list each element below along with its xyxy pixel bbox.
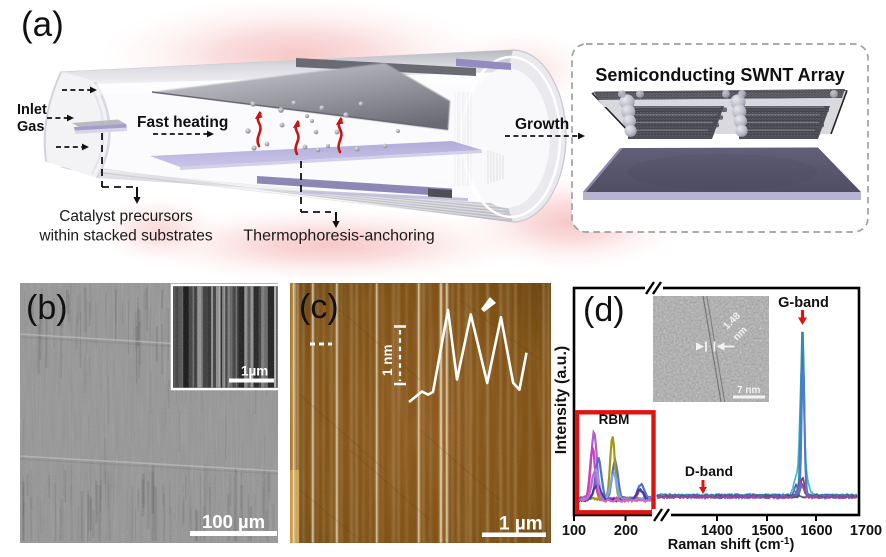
svg-text:(b): (b) [26,289,68,327]
svg-text:Growth: Growth [515,116,569,133]
svg-text:Raman shift (cm-1): Raman shift (cm-1) [668,536,795,553]
svg-text:Fast heating: Fast heating [137,114,228,131]
svg-text:(a): (a) [21,5,64,44]
svg-text:7 nm: 7 nm [737,385,760,396]
svg-text:1600: 1600 [800,523,832,539]
svg-text:(c): (c) [299,288,339,326]
svg-text:Catalyst precursors: Catalyst precursors [59,208,193,225]
svg-text:100: 100 [562,523,586,539]
svg-text:1700: 1700 [850,523,882,539]
svg-text:(d): (d) [583,291,625,329]
svg-text:200: 200 [614,523,638,539]
svg-text:D-band: D-band [685,463,733,479]
svg-text:within stacked substrates: within stacked substrates [38,228,212,245]
svg-text:100 µm: 100 µm [202,511,265,532]
svg-text:G-band: G-band [778,295,829,311]
svg-text:1µm: 1µm [241,364,268,379]
svg-text:1 µm: 1 µm [499,514,543,535]
svg-text:Inlet: Inlet [17,102,47,118]
svg-text:Gas: Gas [17,119,44,135]
svg-text:1400: 1400 [701,523,733,539]
svg-text:1 nm: 1 nm [380,344,395,376]
svg-text:RBM: RBM [599,412,630,427]
svg-text:1500: 1500 [751,523,783,539]
svg-text:Thermophoresis-anchoring: Thermophoresis-anchoring [243,228,434,245]
svg-text:Semiconducting SWNT Array: Semiconducting SWNT Array [595,65,844,85]
svg-text:Intensity (a.u.): Intensity (a.u.) [553,346,570,454]
